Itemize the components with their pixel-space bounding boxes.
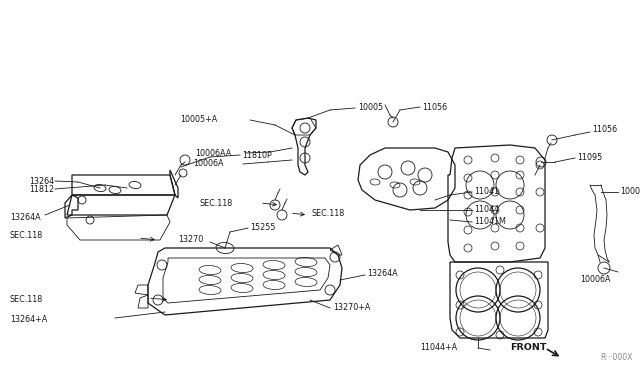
Text: 10005: 10005 bbox=[358, 103, 383, 112]
Text: SEC.118: SEC.118 bbox=[10, 295, 44, 305]
Text: 11095: 11095 bbox=[577, 154, 602, 163]
Text: 13270: 13270 bbox=[178, 235, 204, 244]
Text: 13264A: 13264A bbox=[10, 214, 40, 222]
Text: 13264+A: 13264+A bbox=[10, 315, 47, 324]
Text: 10006A: 10006A bbox=[580, 276, 611, 285]
Text: R···000X: R···000X bbox=[600, 353, 632, 362]
Text: 11044: 11044 bbox=[474, 205, 499, 215]
Text: 10005+A: 10005+A bbox=[180, 115, 217, 125]
Text: SEC.118: SEC.118 bbox=[312, 208, 345, 218]
Text: 15255: 15255 bbox=[250, 222, 275, 231]
Text: 10006A: 10006A bbox=[193, 158, 223, 167]
Text: 11812: 11812 bbox=[29, 185, 54, 193]
Text: 11041: 11041 bbox=[474, 187, 499, 196]
Text: 11810P: 11810P bbox=[242, 151, 272, 160]
Text: 11056: 11056 bbox=[592, 125, 617, 135]
Text: SEC.118: SEC.118 bbox=[10, 231, 44, 240]
Text: SEC.118: SEC.118 bbox=[200, 199, 233, 208]
Text: FRONT: FRONT bbox=[510, 343, 547, 353]
Text: 13264: 13264 bbox=[29, 176, 54, 186]
Text: 11056: 11056 bbox=[422, 103, 447, 112]
Text: 13270+A: 13270+A bbox=[333, 304, 371, 312]
Text: 11041M: 11041M bbox=[474, 218, 506, 227]
Text: 13264A: 13264A bbox=[367, 269, 397, 279]
Text: 10006: 10006 bbox=[620, 187, 640, 196]
Text: 11044+A: 11044+A bbox=[420, 343, 457, 353]
Text: 10006AA: 10006AA bbox=[195, 148, 231, 157]
